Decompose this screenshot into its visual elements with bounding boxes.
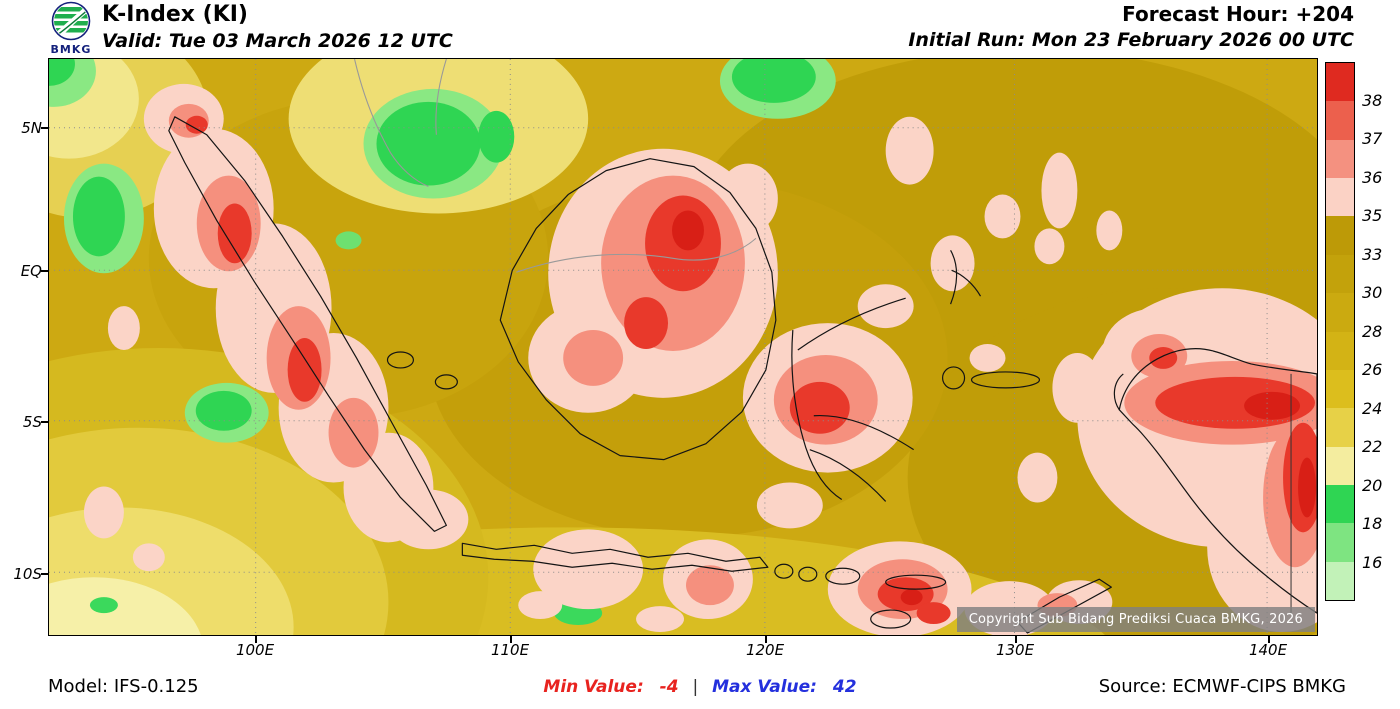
x-axis-label-140e: 140E: [1248, 641, 1288, 659]
legend-segment: [1326, 523, 1354, 562]
legend-tick-label: 33: [1362, 245, 1383, 264]
legend-tick-label: 38: [1362, 91, 1383, 110]
initial-run: Initial Run: Mon 23 February 2026 00 UTC: [908, 29, 1354, 51]
y-axis-label-5s: 5S: [22, 413, 42, 431]
valid-time: Valid: Tue 03 March 2026 12 UTC: [102, 30, 453, 52]
legend-tick-label: 18: [1362, 514, 1383, 533]
legend-segment: [1326, 216, 1354, 255]
legend-tick-label: 35: [1362, 206, 1383, 225]
minmax-values: Min Value: -4 | Max Value: 42: [0, 677, 1400, 697]
contour-fill-layer: [49, 59, 1317, 635]
x-tick-mark: [255, 636, 257, 643]
legend-segment: [1326, 561, 1354, 601]
y-axis-label-5n: 5N: [21, 119, 42, 137]
legend-tick-label: 30: [1362, 283, 1383, 302]
legend-segment: [1326, 446, 1354, 485]
y-tick-mark: [41, 421, 48, 423]
y-tick-mark: [41, 127, 48, 129]
bmkg-logo-icon: [51, 1, 91, 41]
min-value: -4: [659, 677, 679, 697]
legend-segment: [1326, 139, 1354, 179]
header-right: Forecast Hour: +204 Initial Run: Mon 23 …: [908, 2, 1354, 51]
legend-segment: [1326, 331, 1354, 370]
legend-segment: [1326, 369, 1354, 409]
grid-layer: [49, 59, 1317, 635]
legend-tick-label: 20: [1362, 476, 1383, 495]
legend-segment: [1326, 63, 1354, 102]
y-tick-mark: [41, 270, 48, 272]
legend-tick-label: 28: [1362, 322, 1383, 341]
bmkg-logo: BMKG: [44, 1, 98, 56]
legend-segment: [1326, 293, 1354, 332]
x-tick-mark: [510, 636, 512, 643]
x-tick-mark: [1268, 636, 1270, 643]
legend-tick-label: 36: [1362, 168, 1383, 187]
legend-segment: [1326, 254, 1354, 294]
max-value: 42: [832, 677, 857, 697]
foreign-coastlines-layer: [353, 59, 757, 273]
legend-segment: [1326, 408, 1354, 447]
x-axis-label-100e: 100E: [235, 641, 275, 659]
coastlines-layer: [168, 116, 1317, 634]
x-tick-mark: [765, 636, 767, 643]
x-axis-label-110e: 110E: [490, 641, 530, 659]
map-canvas: Copyright Sub Bidang Prediksi Cuaca BMKG…: [48, 58, 1318, 636]
minmax-separator: |: [692, 677, 699, 697]
legend-tick-label: 22: [1362, 437, 1383, 456]
legend-tick-label: 16: [1362, 553, 1383, 572]
y-axis-label-eq: EQ: [20, 262, 42, 280]
y-tick-mark: [41, 573, 48, 575]
bmkg-logo-label: BMKG: [50, 43, 92, 56]
min-value-label: Min Value:: [543, 677, 644, 697]
page-title: K-Index (KI): [102, 2, 248, 27]
x-axis-label-120e: 120E: [745, 641, 785, 659]
color-scale: [1325, 62, 1355, 601]
legend-segment: [1326, 484, 1354, 524]
legend-segment: [1326, 101, 1354, 140]
copyright-overlay: Copyright Sub Bidang Prediksi Cuaca BMKG…: [956, 607, 1315, 632]
model-info: Model: IFS-0.125: [48, 676, 199, 697]
x-tick-mark: [1015, 636, 1017, 643]
max-value-label: Max Value:: [712, 677, 817, 697]
forecast-hour: Forecast Hour: +204: [1122, 2, 1354, 26]
legend-segment: [1326, 178, 1354, 217]
legend-tick-label: 37: [1362, 129, 1383, 148]
x-axis-label-130e: 130E: [995, 641, 1035, 659]
weather-map-svg: [49, 59, 1317, 635]
source-info: Source: ECMWF-CIPS BMKG: [1098, 676, 1346, 697]
legend-tick-label: 24: [1362, 399, 1383, 418]
y-axis-label-10s: 10S: [13, 565, 42, 583]
legend-tick-label: 26: [1362, 360, 1383, 379]
